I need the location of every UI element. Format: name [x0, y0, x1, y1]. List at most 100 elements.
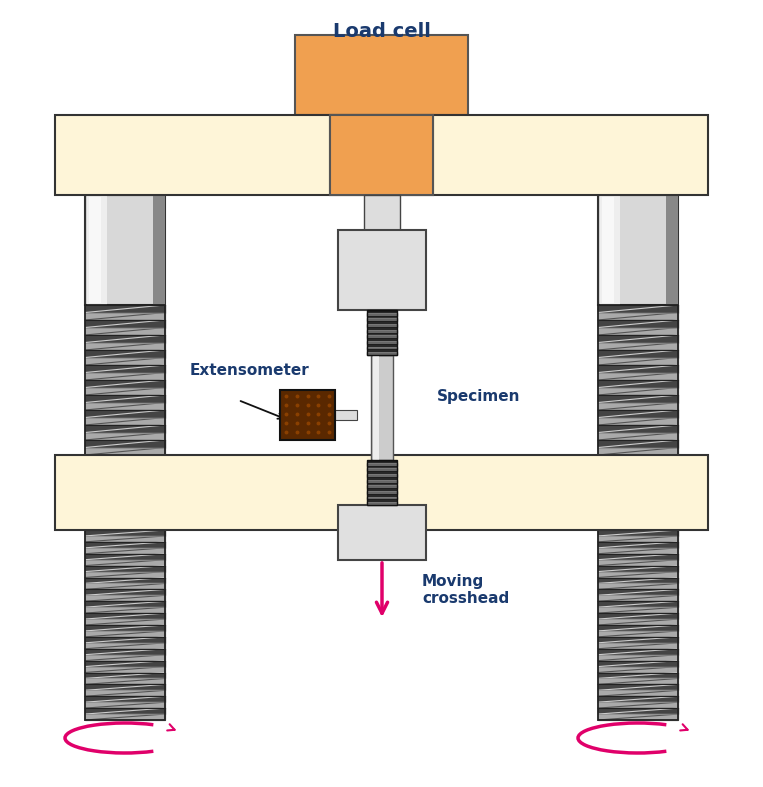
Bar: [85, 530, 165, 720]
Bar: [330, 115, 433, 195]
Polygon shape: [598, 667, 678, 673]
Polygon shape: [85, 425, 165, 433]
Polygon shape: [598, 655, 678, 660]
Polygon shape: [85, 696, 165, 702]
Polygon shape: [598, 402, 678, 410]
Polygon shape: [85, 685, 165, 690]
Text: Extensometer: Extensometer: [190, 363, 310, 378]
Polygon shape: [367, 480, 397, 482]
Bar: [373, 355, 379, 460]
Polygon shape: [598, 714, 678, 720]
Polygon shape: [85, 714, 165, 720]
Bar: [598, 195, 678, 305]
Polygon shape: [367, 474, 397, 477]
Polygon shape: [85, 578, 165, 583]
Polygon shape: [85, 433, 165, 440]
Polygon shape: [367, 346, 397, 349]
Polygon shape: [598, 560, 678, 566]
Bar: [598, 530, 678, 720]
Polygon shape: [598, 440, 678, 448]
Polygon shape: [85, 673, 165, 678]
Polygon shape: [367, 341, 397, 344]
Text: Moving
crosshead: Moving crosshead: [422, 574, 509, 606]
Polygon shape: [598, 601, 678, 608]
Bar: [330, 115, 433, 195]
Polygon shape: [367, 330, 397, 332]
Polygon shape: [85, 440, 165, 448]
Polygon shape: [85, 655, 165, 660]
Text: Load cell: Load cell: [333, 22, 431, 41]
Polygon shape: [598, 320, 678, 327]
Polygon shape: [598, 548, 678, 554]
Polygon shape: [598, 673, 678, 678]
Polygon shape: [367, 312, 397, 316]
Bar: [371, 355, 393, 460]
Polygon shape: [85, 560, 165, 566]
Polygon shape: [367, 353, 397, 355]
Polygon shape: [85, 708, 165, 714]
Polygon shape: [85, 350, 165, 357]
Polygon shape: [85, 566, 165, 571]
Polygon shape: [85, 387, 165, 395]
Bar: [85, 530, 165, 720]
Polygon shape: [85, 637, 165, 643]
Polygon shape: [85, 625, 165, 631]
Polygon shape: [598, 608, 678, 613]
Bar: [364, 195, 400, 230]
Polygon shape: [85, 312, 165, 320]
Bar: [600, 195, 620, 305]
Bar: [367, 460, 397, 505]
Polygon shape: [85, 631, 165, 637]
Polygon shape: [85, 660, 165, 667]
Polygon shape: [598, 554, 678, 560]
Bar: [55, 115, 708, 195]
Polygon shape: [85, 305, 165, 312]
Polygon shape: [598, 637, 678, 643]
Polygon shape: [598, 702, 678, 708]
Polygon shape: [598, 327, 678, 335]
Bar: [55, 455, 708, 530]
Text: Specimen: Specimen: [437, 390, 520, 405]
Polygon shape: [85, 690, 165, 696]
Bar: [367, 310, 397, 355]
Bar: [338, 505, 426, 560]
Polygon shape: [598, 433, 678, 440]
Polygon shape: [85, 554, 165, 560]
Polygon shape: [598, 583, 678, 589]
Polygon shape: [85, 417, 165, 425]
Polygon shape: [85, 342, 165, 350]
Bar: [367, 460, 397, 505]
Polygon shape: [598, 648, 678, 655]
Polygon shape: [598, 690, 678, 696]
Polygon shape: [85, 678, 165, 685]
Polygon shape: [85, 335, 165, 342]
Bar: [335, 410, 357, 420]
Bar: [367, 310, 397, 355]
Polygon shape: [85, 667, 165, 673]
Polygon shape: [598, 643, 678, 648]
Polygon shape: [85, 365, 165, 372]
Polygon shape: [85, 608, 165, 613]
Polygon shape: [367, 468, 397, 471]
Polygon shape: [85, 402, 165, 410]
Polygon shape: [85, 536, 165, 542]
Polygon shape: [598, 417, 678, 425]
Bar: [598, 305, 678, 455]
Polygon shape: [598, 542, 678, 548]
Bar: [89, 197, 101, 303]
Polygon shape: [598, 530, 678, 536]
Polygon shape: [598, 571, 678, 578]
Polygon shape: [367, 319, 397, 321]
Polygon shape: [85, 702, 165, 708]
Polygon shape: [598, 357, 678, 365]
Polygon shape: [598, 335, 678, 342]
Polygon shape: [598, 566, 678, 571]
Polygon shape: [598, 613, 678, 619]
Polygon shape: [598, 536, 678, 542]
Polygon shape: [598, 678, 678, 685]
Bar: [87, 195, 107, 305]
Polygon shape: [598, 305, 678, 312]
Polygon shape: [85, 571, 165, 578]
Polygon shape: [85, 380, 165, 387]
Polygon shape: [85, 583, 165, 589]
